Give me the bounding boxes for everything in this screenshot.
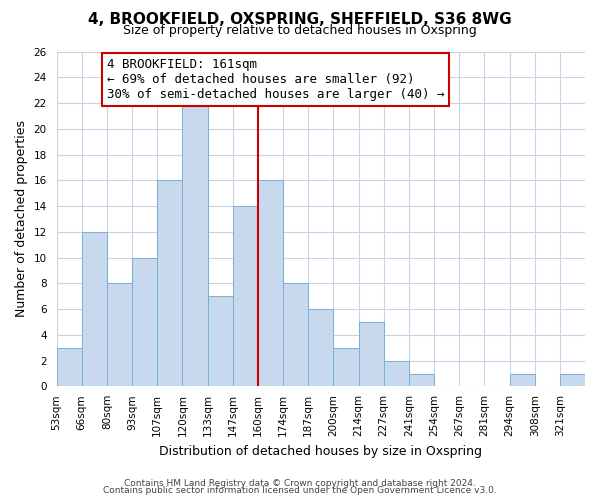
Bar	[409, 374, 434, 386]
X-axis label: Distribution of detached houses by size in Oxspring: Distribution of detached houses by size …	[159, 444, 482, 458]
Text: 4 BROOKFIELD: 161sqm
← 69% of detached houses are smaller (92)
30% of semi-detac: 4 BROOKFIELD: 161sqm ← 69% of detached h…	[107, 58, 445, 101]
Bar	[560, 374, 585, 386]
Bar	[509, 374, 535, 386]
Bar	[132, 258, 157, 386]
Bar	[208, 296, 233, 386]
Bar	[258, 180, 283, 386]
Bar	[82, 232, 107, 386]
Bar	[283, 284, 308, 387]
Bar	[359, 322, 383, 386]
Text: Contains HM Land Registry data © Crown copyright and database right 2024.: Contains HM Land Registry data © Crown c…	[124, 478, 476, 488]
Text: Size of property relative to detached houses in Oxspring: Size of property relative to detached ho…	[123, 24, 477, 37]
Text: Contains public sector information licensed under the Open Government Licence v3: Contains public sector information licen…	[103, 486, 497, 495]
Bar	[182, 103, 208, 387]
Bar	[107, 284, 132, 387]
Bar	[157, 180, 182, 386]
Bar	[233, 206, 258, 386]
Bar	[56, 348, 82, 387]
Bar	[383, 360, 409, 386]
Bar	[308, 309, 334, 386]
Bar	[334, 348, 359, 387]
Y-axis label: Number of detached properties: Number of detached properties	[15, 120, 28, 318]
Text: 4, BROOKFIELD, OXSPRING, SHEFFIELD, S36 8WG: 4, BROOKFIELD, OXSPRING, SHEFFIELD, S36 …	[88, 12, 512, 28]
